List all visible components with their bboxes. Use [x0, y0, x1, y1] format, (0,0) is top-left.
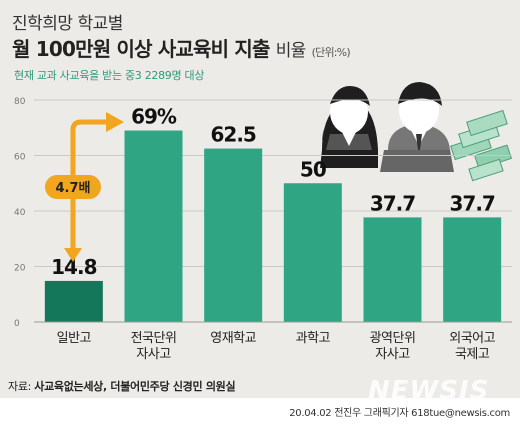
newsis-logo: NEWSIS	[368, 376, 490, 406]
data-label: 62.5	[210, 123, 255, 147]
bar	[204, 148, 263, 322]
bar	[443, 217, 502, 322]
bar	[124, 130, 183, 322]
arrow-head-down	[64, 248, 82, 262]
credit-line: 20.04.02 전진우 그래픽기자 618tue@newsis.com	[289, 408, 510, 419]
chart-title-bold: 월 100만원 이상 사교육비 지출	[12, 37, 270, 61]
y-tick-label: 80	[14, 97, 26, 107]
x-tick-label: 자사고	[136, 347, 171, 362]
x-tick-label: 영재학교	[210, 331, 256, 346]
x-tick-label: 과학고	[296, 331, 331, 346]
x-tick-label: 자사고	[375, 347, 410, 362]
x-tick-label: 전국단위	[131, 331, 177, 346]
arrow-line	[70, 119, 108, 253]
ratio-label: 4.7배	[56, 180, 91, 196]
bar	[363, 217, 422, 322]
data-label: 37.7	[449, 191, 494, 215]
bar	[283, 183, 342, 322]
y-tick-label: 0	[14, 319, 20, 329]
data-label: 37.7	[370, 191, 415, 215]
unit-label: (단위:%)	[311, 46, 351, 59]
student-boy-icon	[380, 82, 454, 172]
student-girl-icon	[320, 86, 378, 168]
ratio-badge	[45, 175, 101, 199]
bar	[44, 280, 103, 322]
chart-title-line1: 진학희망 학교별	[12, 14, 123, 34]
source-note: 자료: 사교육없는세상, 더불어민주당 신경민 의원실	[8, 378, 236, 394]
data-label: 69%	[131, 105, 177, 129]
chart-title-rest: 비율	[275, 41, 306, 61]
x-tick-label: 외국어고	[449, 331, 495, 346]
chart-title-line2: 월 100만원 이상 사교육비 지출 비율 (단위:%)	[12, 33, 351, 62]
x-tick-label: 광역단위	[370, 331, 416, 346]
source-prefix: 자료:	[8, 380, 35, 393]
x-tick-label: 일반고	[57, 331, 92, 346]
y-tick-label: 40	[14, 208, 26, 218]
money-stack-icon	[450, 109, 512, 182]
arrow-head-right	[106, 112, 124, 132]
chart-subtitle: 현재 교과 사교육을 받는 중3 2289명 대상	[14, 69, 205, 82]
x-tick-label: 국제고	[455, 347, 490, 362]
y-tick-label: 20	[14, 264, 26, 274]
y-tick-label: 60	[14, 153, 26, 163]
data-label: 50	[300, 157, 326, 181]
source-text: 사교육없는세상, 더불어민주당 신경민 의원실	[34, 380, 236, 393]
